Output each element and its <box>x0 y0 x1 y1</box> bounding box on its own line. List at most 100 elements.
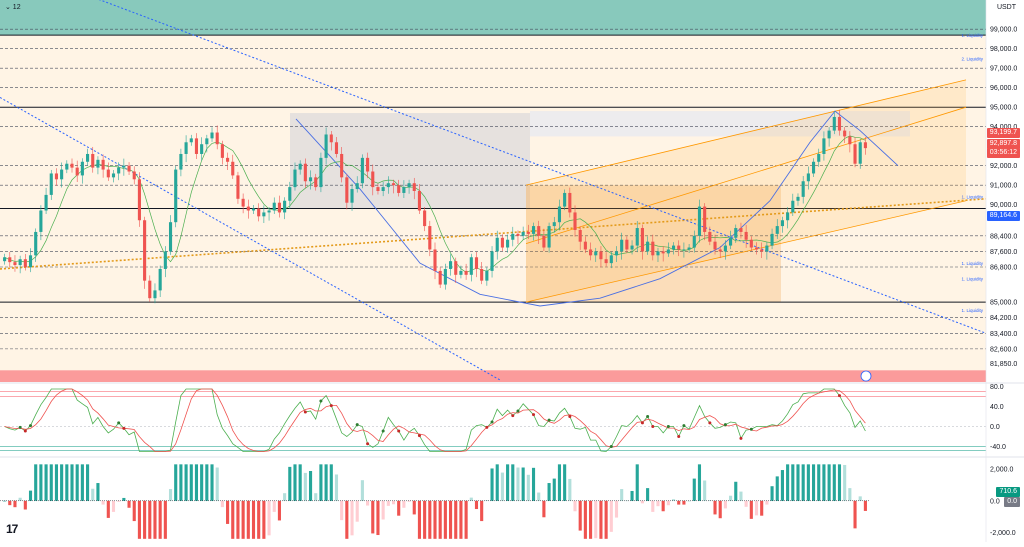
candle-body <box>272 202 276 211</box>
candle-body <box>210 132 214 139</box>
macd-bar <box>708 500 712 501</box>
macd-bar <box>677 500 681 505</box>
macd-bar <box>412 500 416 515</box>
candle-body <box>542 235 546 248</box>
osc-cross-dot <box>547 418 551 422</box>
candle-body <box>568 192 572 213</box>
candle-body <box>485 270 489 281</box>
macd-bar <box>495 464 499 501</box>
candle-body <box>117 167 121 174</box>
liquidity-label: 1. Liquidity <box>961 261 983 266</box>
macd-bar <box>449 500 453 539</box>
macd-bar <box>200 464 204 501</box>
macd-bar <box>786 464 790 501</box>
macd-bar <box>666 500 670 506</box>
price-axis-label: 91,000.0 <box>990 183 1017 190</box>
candle-body <box>386 183 390 188</box>
macd-bar <box>168 489 173 501</box>
price-axis-label: 83,400.0 <box>990 331 1017 338</box>
macd-bar <box>267 500 271 536</box>
candle-body <box>822 138 826 154</box>
candle-body <box>262 212 266 217</box>
candle-body <box>858 142 862 164</box>
candle-body <box>340 153 344 178</box>
candle-body <box>267 210 271 213</box>
macd-bar <box>75 464 79 501</box>
macd-bar <box>428 500 432 539</box>
macd-bar <box>537 492 541 501</box>
candle-body <box>827 130 831 139</box>
candle-body <box>443 268 447 285</box>
candle-body <box>3 257 7 262</box>
candle-body <box>381 187 385 191</box>
support-zone <box>0 370 986 382</box>
macd-bar <box>386 500 390 506</box>
candle-body <box>60 169 64 180</box>
macd-bar <box>744 500 748 507</box>
macd-bar <box>148 500 152 539</box>
candle-body <box>552 222 556 227</box>
macd-bar <box>531 467 536 501</box>
macd-bar <box>656 500 660 507</box>
candle-body <box>630 245 634 250</box>
macd-zero-tag: 0.0 <box>1004 497 1020 507</box>
macd-bar <box>376 500 380 536</box>
macd-bar <box>729 495 733 501</box>
candle-body <box>168 222 173 252</box>
liquidity-label: 1. Liquidity <box>961 308 983 313</box>
candle-body <box>350 189 354 203</box>
target-box <box>530 111 910 137</box>
price-axis-label: 90,000.0 <box>990 202 1017 209</box>
macd-bar <box>464 500 468 539</box>
candle-body <box>739 228 743 232</box>
macd-bar <box>594 500 598 539</box>
osc-cross-dot <box>490 420 494 424</box>
candle-body <box>174 169 178 223</box>
candle-body <box>200 144 204 154</box>
macd-bar <box>329 464 333 501</box>
macd-bar <box>371 500 375 534</box>
price-axis-label: 84,200.0 <box>990 315 1017 322</box>
macd-bar <box>651 500 655 512</box>
macd-bar <box>86 464 90 501</box>
macd-bar <box>345 500 349 539</box>
macd-bar <box>101 500 105 505</box>
candle-body <box>723 245 727 252</box>
candle-body <box>179 153 183 170</box>
macd-bar <box>23 500 27 510</box>
candle-body <box>780 220 784 227</box>
macd-bar <box>506 464 510 501</box>
interval-selector[interactable]: ⌄ 12 <box>5 4 21 11</box>
macd-bar <box>796 464 800 501</box>
macd-bar <box>397 500 401 516</box>
macd-bar <box>573 500 577 512</box>
macd-bar <box>122 497 126 501</box>
candle-body <box>407 183 411 188</box>
macd-bar <box>734 481 738 501</box>
candle-body <box>148 280 152 299</box>
macd-bar <box>500 472 504 501</box>
macd-bar <box>459 500 463 539</box>
macd-bar <box>713 500 717 515</box>
candle-body <box>589 249 593 256</box>
macd-bar <box>34 464 38 501</box>
macd-bar <box>220 500 224 508</box>
candle-body <box>594 251 598 256</box>
candle-body <box>734 228 738 238</box>
lightning-icon[interactable] <box>860 370 872 382</box>
candle-body <box>692 235 696 248</box>
macd-bar <box>334 474 339 501</box>
candle-body <box>355 183 359 190</box>
osc-cross-dot <box>640 421 644 425</box>
osc-cross-dot <box>303 410 307 414</box>
candle-body <box>18 259 22 266</box>
candle-body <box>511 233 515 240</box>
macd-bar <box>360 480 364 501</box>
candle-body <box>454 261 458 275</box>
candle-body <box>671 245 676 250</box>
osc-cross-dot <box>708 421 712 425</box>
candle-body <box>329 134 333 143</box>
macd-bar <box>257 500 261 539</box>
